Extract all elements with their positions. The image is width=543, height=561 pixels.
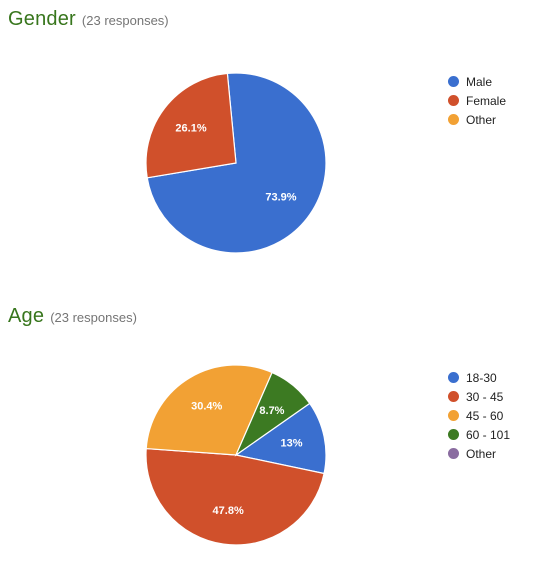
- age-chart-response-count: (23 responses): [50, 310, 137, 325]
- pie-label-30-45: 47.8%: [213, 505, 244, 517]
- pie-label-male: 73.9%: [265, 192, 296, 204]
- pie-slice-30-45[interactable]: [145, 447, 325, 546]
- gender-chart-header: Gender (23 responses): [8, 8, 169, 31]
- pie-label-45-60: 30.4%: [191, 400, 222, 412]
- legend-label-other: Other: [466, 446, 497, 461]
- legend-swatch-male: [448, 76, 459, 87]
- pie-slice-female[interactable]: [145, 72, 237, 179]
- gender-chart-response-count: (23 responses): [81, 13, 169, 28]
- gender-chart: Gender (23 responses) 73.9% 26.1% Male Fem…: [8, 8, 506, 254]
- legend-label-30-45: 30 - 45: [466, 389, 504, 404]
- legend-swatch-45-60: [448, 410, 459, 421]
- legend-item-male[interactable]: Male: [448, 72, 506, 91]
- age-chart-title: Age: [8, 305, 45, 327]
- legend-swatch-other: [448, 114, 459, 125]
- age-chart: Age (23 responses) 13% 47.8% 30.4% 8.7% 18-3…: [0, 295, 543, 561]
- pie-slice-male[interactable]: [146, 72, 327, 254]
- legend-item-other[interactable]: Other: [448, 444, 510, 463]
- legend-label-45-60: 45 - 60: [466, 408, 504, 423]
- gender-legend: Male Female Other: [448, 72, 506, 129]
- gender-pie-chart: 73.9% 26.1%: [145, 72, 327, 254]
- legend-swatch-30-45: [448, 391, 459, 402]
- age-chart-header: Age (23 responses): [8, 305, 137, 328]
- legend-item-45-60[interactable]: 45 - 60: [448, 406, 510, 425]
- pie-label-female: 26.1%: [175, 122, 206, 134]
- legend-label-female: Female: [466, 93, 507, 108]
- legend-swatch-60-101: [448, 429, 459, 440]
- legend-label-other: Other: [466, 112, 497, 127]
- pie-slice-60-101[interactable]: [234, 371, 311, 457]
- pie-slice-18-30[interactable]: [234, 402, 327, 475]
- legend-item-18-30[interactable]: 18-30: [448, 368, 510, 387]
- legend-swatch-female: [448, 95, 459, 106]
- legend-item-female[interactable]: Female: [448, 91, 506, 110]
- legend-label-60-101: 60 - 101: [466, 427, 511, 442]
- pie-label-60-101: 8.7%: [259, 405, 284, 417]
- legend-swatch-18-30: [448, 372, 459, 383]
- legend-swatch-other: [448, 448, 459, 459]
- legend-label-male: Male: [466, 74, 493, 89]
- gender-chart-title: Gender: [8, 8, 76, 30]
- legend-label-18-30: 18-30: [466, 370, 497, 385]
- age-pie-chart: 13% 47.8% 30.4% 8.7%: [145, 364, 327, 546]
- age-legend: 18-30 30 - 45 45 - 60 60 - 101 Other: [448, 368, 510, 463]
- pie-slice-45-60[interactable]: [145, 364, 273, 456]
- pie-label-18-30: 13%: [281, 438, 303, 450]
- legend-item-60-101[interactable]: 60 - 101: [448, 425, 510, 444]
- legend-item-other[interactable]: Other: [448, 110, 506, 129]
- legend-item-30-45[interactable]: 30 - 45: [448, 387, 510, 406]
